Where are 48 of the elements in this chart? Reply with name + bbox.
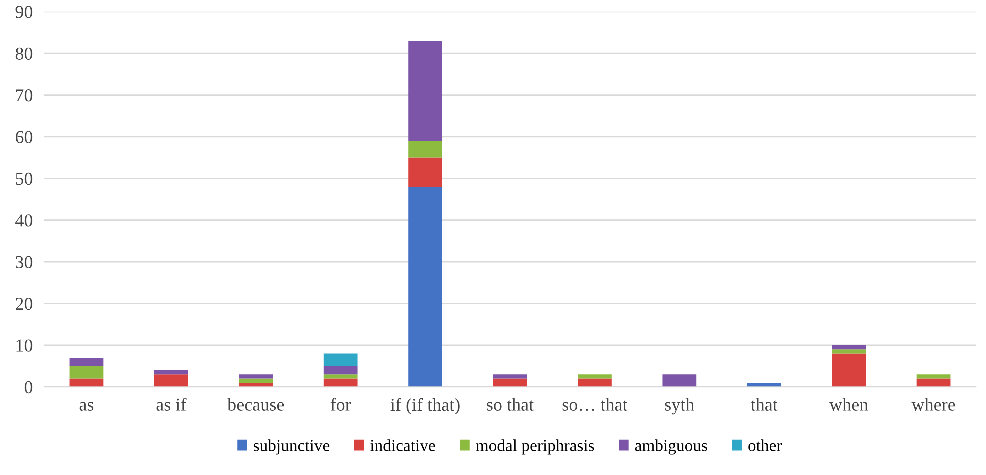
bar: [578, 378, 612, 388]
y-tick-label: 60: [16, 131, 33, 144]
legend-label: subjunctive: [254, 440, 330, 455]
bar: [916, 374, 951, 379]
x-tick-label: for: [330, 398, 352, 411]
bar: [324, 378, 358, 388]
x-tick-label: so… that: [562, 398, 628, 412]
x-tick-label: when: [830, 398, 868, 411]
bar: [154, 374, 188, 388]
x-tick-label: as if: [156, 398, 187, 411]
x-tick-label: if (if that): [390, 398, 460, 415]
bar: [70, 358, 104, 366]
x-tick-label: as: [80, 402, 94, 411]
legend-label: other: [748, 440, 782, 452]
bar: [832, 345, 866, 350]
y-tick-label: 40: [16, 214, 33, 227]
x-tick-label: where: [912, 398, 956, 411]
legend-label: indicative: [370, 440, 436, 452]
x-tick-label: syth: [665, 398, 694, 415]
y-tick-label: 10: [16, 340, 33, 352]
bar: [662, 374, 697, 388]
x-tick-label: because: [228, 398, 284, 411]
y-tick-label: 0: [24, 381, 33, 394]
y-tick-label: 20: [16, 298, 33, 310]
bar: [408, 41, 442, 142]
y-tick-label: 50: [16, 172, 33, 186]
bar: [408, 158, 442, 187]
bar: [578, 374, 612, 379]
bar: [324, 374, 358, 379]
bar: [239, 374, 274, 379]
bar: [154, 370, 188, 375]
legend-label: ambiguous: [635, 440, 708, 455]
bar: [324, 354, 358, 366]
bar: [324, 366, 358, 375]
bar: [239, 378, 274, 383]
y-tick-label: 30: [16, 256, 33, 268]
y-tick-label: 80: [16, 48, 33, 60]
y-tick-label: 70: [16, 90, 33, 102]
bar: [832, 354, 866, 388]
bar: [70, 366, 104, 379]
legend-label: modal periphrasis: [476, 440, 594, 455]
bar: [408, 141, 442, 158]
x-tick-label: so that: [487, 398, 534, 411]
bar: [493, 374, 528, 379]
y-tick-label: 90: [16, 6, 33, 18]
bar: [408, 186, 442, 388]
x-tick-label: that: [751, 398, 778, 411]
bar: [832, 350, 866, 354]
